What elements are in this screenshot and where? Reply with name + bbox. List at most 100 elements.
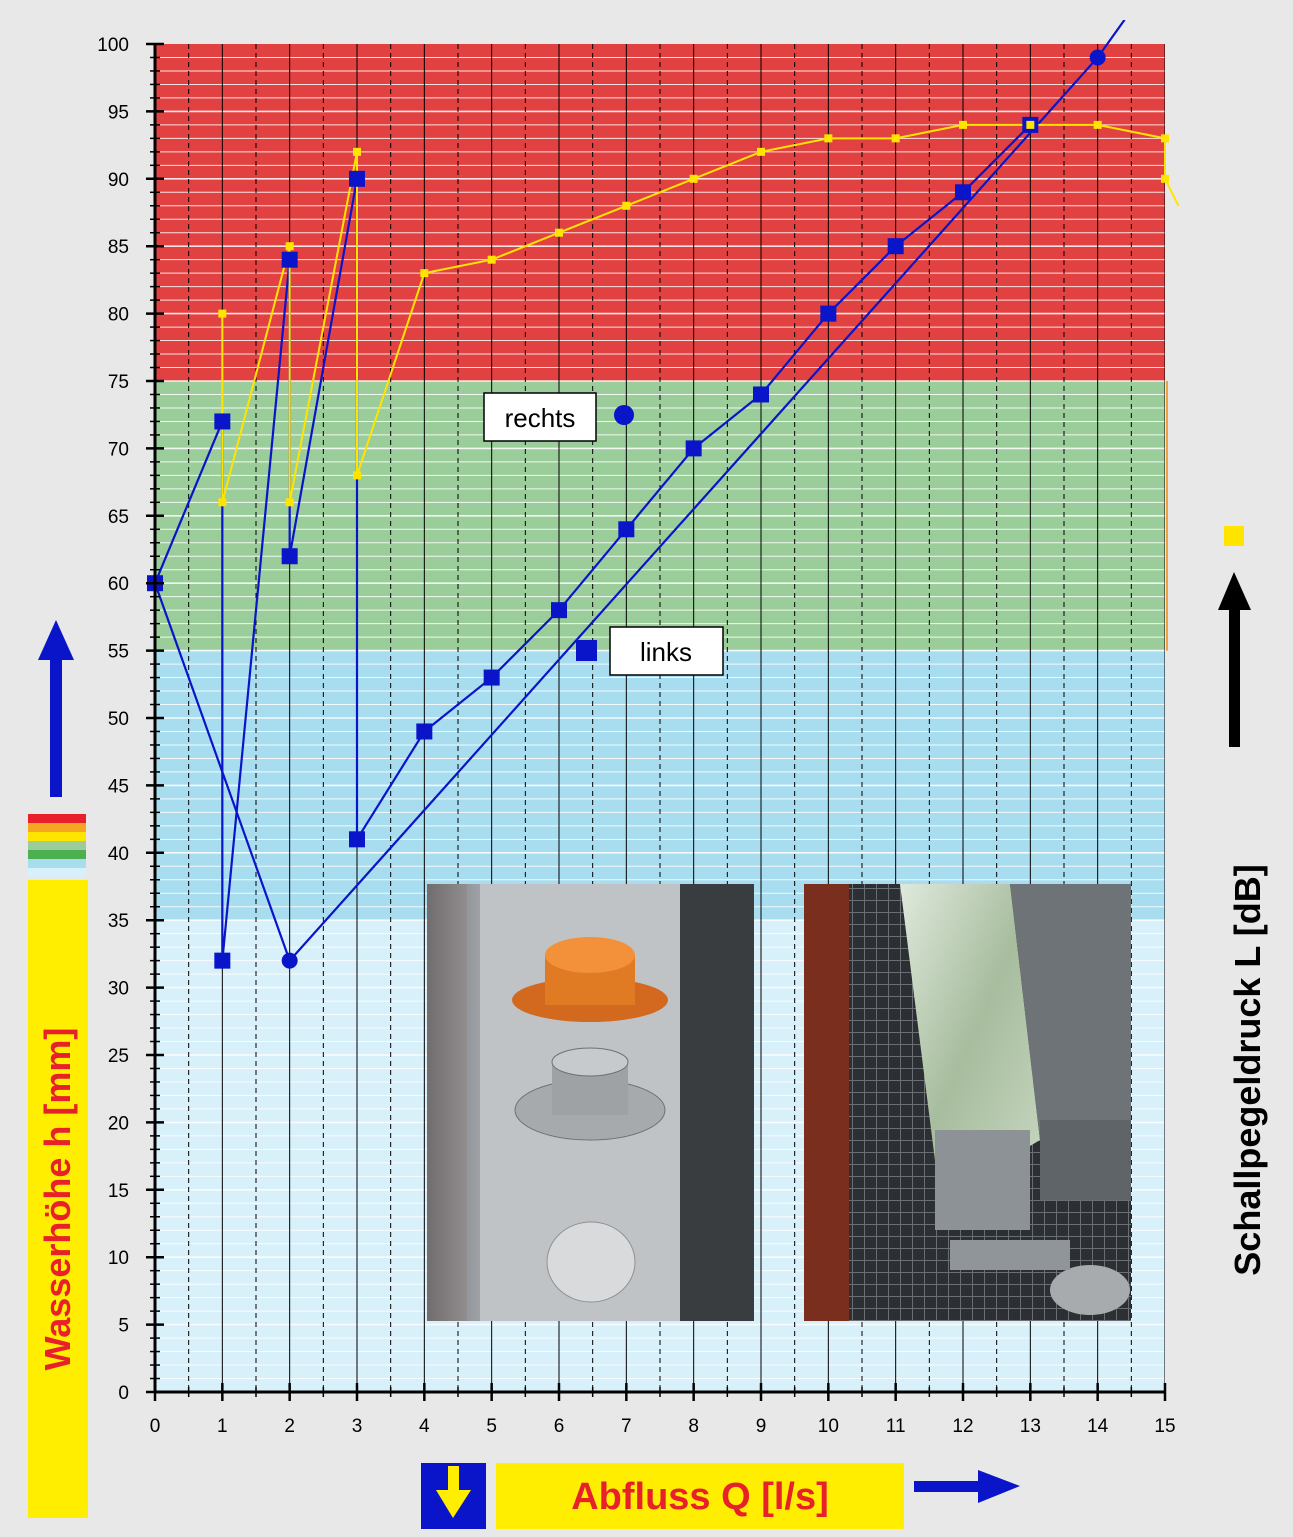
- point-links: [214, 413, 231, 430]
- y2-marker: [1224, 526, 1244, 546]
- point-links: [887, 238, 904, 255]
- axes: [146, 42, 1167, 1401]
- x-tick-label: 10: [818, 1416, 839, 1437]
- point-dB: [285, 498, 294, 507]
- legend-rechts-label: rechts: [505, 403, 576, 433]
- x-tick-label: 3: [352, 1416, 363, 1437]
- x-axis-title-group: Abfluss Q [l/s]: [421, 1463, 1020, 1529]
- point-links: [618, 521, 635, 538]
- right-arrow-icon: [914, 1470, 1020, 1503]
- point-dB: [959, 120, 967, 129]
- point-links: [483, 669, 500, 686]
- point-dB: [1026, 120, 1035, 129]
- y2-axis-title: Schallpegeldruck L [dB]: [1227, 864, 1268, 1275]
- point-links: [753, 386, 769, 403]
- point-dB: [218, 498, 227, 507]
- point-dB: [420, 269, 429, 278]
- y-tick-label: 65: [108, 507, 129, 528]
- point-dB: [622, 201, 631, 210]
- point-dB: [1093, 120, 1102, 129]
- up-arrow-icon: [1218, 572, 1251, 747]
- x-tick-labels: 0 1 2 3 4 5 6 7 8 9 10 11 12 13 14 15: [150, 1416, 1176, 1437]
- legend-links-marker: [576, 640, 597, 661]
- point-dB: [824, 134, 833, 143]
- point-links: [685, 440, 702, 457]
- point-links: [214, 952, 231, 969]
- y-tick-label: 80: [108, 305, 129, 326]
- series-line-rechts: [153, 20, 1126, 963]
- y-tick-label: 85: [108, 237, 129, 258]
- point-rechts: [281, 952, 298, 969]
- point-dB: [353, 147, 361, 156]
- x-tick-label: 0: [150, 1416, 161, 1437]
- x-tick-label: 1: [217, 1416, 228, 1437]
- y-tick-label: 60: [108, 574, 129, 595]
- legend-rechts: rechts: [483, 392, 634, 442]
- point-dB: [218, 309, 227, 318]
- band-3: [155, 44, 1165, 381]
- point-dB: [1161, 174, 1169, 183]
- point-dB: [891, 134, 900, 143]
- y-tick-label: 0: [118, 1383, 129, 1404]
- legend-links: links: [576, 626, 724, 676]
- y-tick-label: 35: [108, 911, 129, 932]
- y-tick-label: 70: [108, 439, 129, 460]
- y-tick-label: 25: [108, 1046, 129, 1067]
- point-links: [349, 831, 365, 848]
- x-axis-title: Abfluss Q [l/s]: [571, 1476, 829, 1518]
- point-dB: [1161, 134, 1169, 143]
- legend-links-label: links: [640, 637, 692, 667]
- series-line-dB: [221, 123, 1180, 503]
- y-tick-label: 55: [108, 642, 129, 663]
- y-tick-label: 30: [108, 979, 129, 1000]
- x-tick-label: 7: [621, 1416, 632, 1437]
- point-dB: [285, 242, 294, 251]
- y-tick-label: 15: [108, 1181, 129, 1202]
- point-dB: [487, 255, 496, 264]
- y-axis-title-group: Wasserhöhe h [mm]: [28, 620, 88, 1518]
- y-tick-label: 75: [108, 372, 129, 393]
- y-tick-label: 100: [97, 35, 129, 56]
- x-tick-label: 11: [886, 1416, 906, 1437]
- x-tick-label: 14: [1087, 1416, 1109, 1437]
- y-tick-label: 10: [108, 1248, 129, 1269]
- x-tick-label: 6: [554, 1416, 565, 1437]
- legend-rechts-marker: [614, 405, 634, 425]
- x-tick-label: 5: [486, 1416, 497, 1437]
- y-tick-label: 95: [108, 102, 129, 123]
- up-arrow-icon: [38, 620, 74, 797]
- point-links: [281, 548, 298, 565]
- y-tick-label: 20: [108, 1113, 129, 1134]
- point-links: [416, 723, 433, 740]
- x-tick-label: 9: [756, 1416, 767, 1437]
- y-tick-label: 40: [108, 844, 129, 865]
- flow-channel-photo: [804, 884, 1131, 1321]
- point-dB: [555, 228, 563, 237]
- point-links: [281, 251, 298, 268]
- y-tick-label: 90: [108, 170, 129, 191]
- point-links: [349, 170, 365, 187]
- x-tick-label: 8: [688, 1416, 699, 1437]
- point-links: [551, 602, 567, 619]
- point-dB: [353, 471, 361, 480]
- point-dB: [689, 174, 698, 183]
- point-links: [820, 305, 837, 322]
- x-tick-label: 12: [952, 1416, 973, 1437]
- y-tick-label: 50: [108, 709, 129, 730]
- point-links: [955, 184, 971, 201]
- y-tick-label: 45: [108, 776, 129, 797]
- y-tick-labels: 0 5 10 15 20 25 30 35 40 45 50 55 60 65 70 75 80 85 90 95 10…: [97, 35, 129, 1404]
- x-tick-label: 4: [419, 1416, 430, 1437]
- y-axis-title: Wasserhöhe h [mm]: [37, 1028, 78, 1371]
- drain-fitting-photo: [427, 884, 754, 1321]
- point-rechts: [1089, 49, 1106, 66]
- x-tick-label: 15: [1154, 1416, 1175, 1437]
- x-tick-label: 13: [1020, 1416, 1041, 1437]
- down-arrow-icon: [436, 1466, 471, 1518]
- series-markers: [147, 49, 1169, 969]
- x-tick-label: 2: [284, 1416, 295, 1437]
- y2-axis-title-group: Schallpegeldruck L [dB]: [1218, 526, 1268, 1276]
- point-dB: [757, 147, 765, 156]
- y-tick-label: 5: [118, 1316, 129, 1337]
